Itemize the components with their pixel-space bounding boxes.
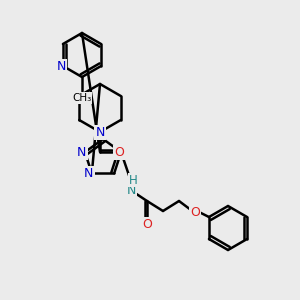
Text: N: N xyxy=(126,184,136,197)
Text: O: O xyxy=(190,206,200,218)
Text: CH₃: CH₃ xyxy=(72,93,92,103)
Text: N: N xyxy=(95,125,105,139)
Text: O: O xyxy=(142,218,152,230)
Text: O: O xyxy=(114,146,124,158)
Text: N: N xyxy=(84,167,94,180)
Text: N: N xyxy=(56,59,66,73)
Text: N: N xyxy=(77,146,87,159)
Text: H: H xyxy=(129,173,137,187)
